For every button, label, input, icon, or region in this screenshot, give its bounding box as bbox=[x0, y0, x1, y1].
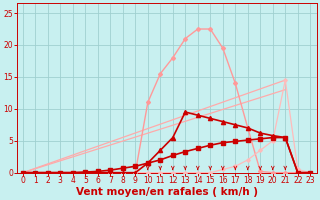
X-axis label: Vent moyen/en rafales ( km/h ): Vent moyen/en rafales ( km/h ) bbox=[76, 187, 258, 197]
